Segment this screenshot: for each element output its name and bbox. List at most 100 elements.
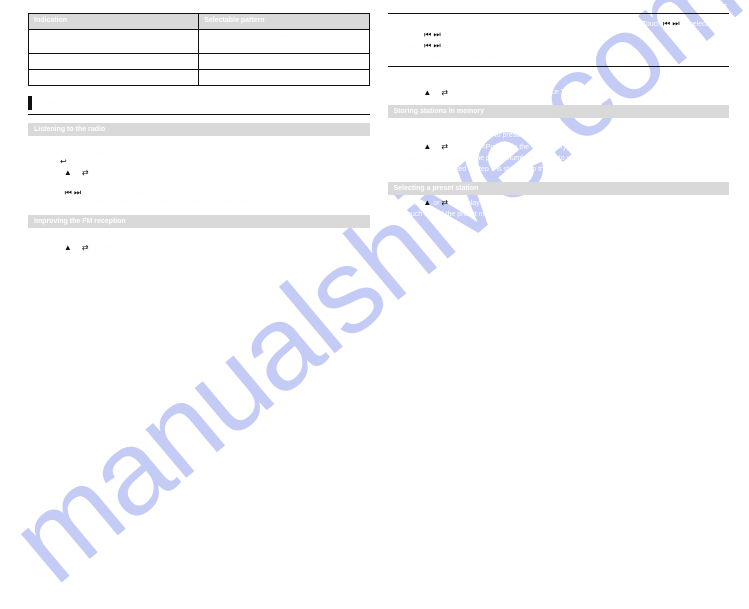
reception-note: Reception improves, but stereo effect wi… [388, 55, 730, 62]
cell-repeat-desc: • All: Repeats all files. • Off: Cancels… [199, 54, 369, 70]
step-text-b: or [433, 89, 441, 96]
table-header-pattern: Selectable pattern [199, 14, 369, 30]
step-item: 2 Press ▲ or ⇄ to display <RADIO> in the… [28, 169, 370, 178]
step-text: Tune in to a station you want to preset. [404, 131, 730, 140]
step-text: Tune in to a station. [44, 180, 370, 189]
swap-icon: ⇄ [82, 169, 89, 177]
step-item: 1 Tune in to a station you want to prese… [388, 131, 730, 140]
step-item: 1 Select the source. On the source contr… [28, 140, 370, 167]
right-page-header: Basic Operations — Basic Operations — 25 [388, 4, 730, 11]
section-rule [28, 114, 370, 115]
step-subtext: When a station with sufficient signal st… [44, 198, 370, 207]
step-number: 1 [388, 88, 398, 97]
step-number: 3 [388, 31, 398, 40]
restore-note: • To restore the stereo effect, select <… [402, 73, 730, 82]
right-page-number: 25 [719, 4, 727, 11]
subhead-listen-radio: Listening to the radio [28, 123, 370, 136]
step-number: 2 [388, 20, 398, 29]
step-text-c: to display <Preset> in the <Source Type>… [450, 200, 580, 207]
step-text-b: to finish the procedure. [443, 43, 514, 50]
step-item: 3 Touch and hold one of the preset numbe… [388, 154, 730, 163]
subhead-store-stations: Storing stations in memory [388, 105, 730, 118]
step-text-a: Press [404, 200, 424, 207]
up-icon: ▲ [423, 89, 431, 97]
step-text-b: or [433, 200, 441, 207]
table-row: Intro If activated, the Movie Intro func… [29, 29, 370, 54]
step-text-a: Press [44, 244, 64, 251]
cell-repeat-label: Repeat [29, 54, 199, 70]
step-item: 2 Touch ⏮ ⏭ to select <On>. [388, 20, 730, 29]
cell-random-desc: • On: Randomly plays all files. • Off: C… [199, 70, 369, 86]
step-text-b: to activate the Mono function. [443, 32, 534, 39]
playback-mode-table: Indication Selectable pattern Intro If a… [28, 13, 370, 86]
step-text-c: to display <MONO> in the <Source Type>. [450, 89, 582, 96]
step-item: 3 Touch ⏮ ⏭ to activate the Mono functio… [388, 31, 730, 40]
step-item: 1 Press ▲ or ⇄ to display <MONO> in the … [388, 88, 730, 97]
step-number: 3 [28, 180, 38, 207]
step-text-b: to select <On>. [682, 21, 729, 28]
step-number: 2 [388, 143, 398, 152]
step-item: 2 Press ▲ or ⇄ to display <Preset> in th… [388, 143, 730, 152]
swap-icon: ⇄ [441, 143, 448, 151]
step-number: 4 [388, 42, 398, 51]
step-text-a: Touch [404, 32, 425, 39]
cell-random-label: Random [29, 70, 199, 86]
section-title-text: Tuner [36, 97, 63, 108]
up-icon: ▲ [64, 169, 72, 177]
step-text: Select the source. [44, 140, 370, 149]
top-rule [388, 13, 730, 14]
left-page-number: 24 [28, 4, 36, 11]
step-text-c: to display <RADIO> in the <Source Type>. [91, 170, 223, 177]
cell-intro-desc: If activated, the Movie Intro function p… [199, 29, 369, 54]
swap-icon: ⇄ [441, 89, 448, 97]
step-item: 2 Touch one of the preset numbers (1 – 6… [388, 210, 730, 219]
table-row: Random • On: Randomly plays all files. •… [29, 70, 370, 86]
section-bullet-icon [28, 96, 32, 110]
left-page: 24 Basic Operations — Basic Operations —… [28, 4, 370, 255]
subhead-improve-fm: Improving the FM reception [28, 215, 370, 228]
step-number: 1 [28, 243, 38, 252]
seek-icon: ⏮ ⏭ [663, 20, 680, 28]
step-item: 4 Touch ⏮ ⏭ to finish the procedure. [388, 42, 730, 51]
swap-icon: ⇄ [82, 244, 89, 252]
step-subtext: On the source control screen, touch as f… [44, 149, 370, 158]
seek-icon: ⏮ ⏭ [65, 189, 82, 197]
up-icon: ▲ [423, 199, 431, 207]
step-item: 1 Press ▲ or ⇄ to display <Preset> in th… [388, 199, 730, 208]
step-text: Touch and hold one of the preset numbers… [404, 154, 730, 163]
swap-icon: ⇄ [441, 199, 448, 207]
step-text-c: to display <MONO> in the <Source Type>. [91, 244, 223, 251]
step-text-b: or [74, 244, 82, 251]
left-page-header: 24 Basic Operations — Basic Operations — [28, 4, 370, 11]
cell-intro-label: Intro [29, 29, 199, 54]
seek-icon: ⏮ ⏭ [424, 42, 441, 50]
step-sub-a: Touch [44, 190, 65, 197]
mid-rule [388, 66, 730, 67]
step-number: 1 [28, 140, 38, 167]
step-text-a: Press [404, 144, 424, 151]
page-spread: 24 Basic Operations — Basic Operations —… [0, 0, 749, 265]
step-number: 1 [388, 199, 398, 208]
step-sub-b: to search for a station—Auto Search. [83, 190, 198, 197]
step-item: 1 Press ▲ or ⇄ to display <MONO> in the … [28, 243, 370, 252]
section-title-tuner: Tuner [28, 96, 370, 110]
table-row: Repeat • All: Repeats all files. • Off: … [29, 54, 370, 70]
preset-intro: You can preset six stations. [388, 122, 730, 129]
step-number: 1 [388, 131, 398, 140]
restore-note-list: • To restore the stereo effect, select <… [402, 73, 730, 82]
seek-icon: ⏮ ⏭ [424, 31, 441, 39]
table-header-indication: Indication [29, 14, 199, 30]
step-text-c: to display <Preset> in the <Source Type>… [450, 144, 580, 151]
step-number: 2 [388, 210, 398, 219]
step-number: 3 [388, 154, 398, 163]
back-icon: ↩ [60, 158, 67, 166]
step-text-b: or [433, 144, 441, 151]
improve-intro-text: When the FM reception is interfered, you… [28, 232, 370, 239]
step-item: 3 Tune in to a station. Touch ⏮ ⏭ to sea… [28, 180, 370, 207]
step-text-a: Touch [642, 21, 663, 28]
left-page-path: Basic Operations — Basic Operations — [250, 4, 367, 11]
up-icon: ▲ [64, 244, 72, 252]
step-text-a: Press [404, 89, 424, 96]
step-number: 2 [28, 169, 38, 178]
up-icon: ▲ [423, 143, 431, 151]
